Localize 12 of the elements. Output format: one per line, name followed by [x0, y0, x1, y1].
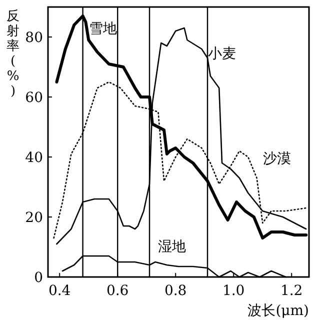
x-tick-label: 0.6	[106, 283, 129, 299]
x-axis-title: 波长(μm)	[248, 303, 309, 319]
y-tick-label: 40	[25, 150, 43, 166]
y-tick-label: 20	[25, 210, 43, 226]
y-tick-label: 80	[25, 30, 43, 46]
x-tick-label: 0.8	[164, 283, 187, 299]
y-tick-label: 60	[25, 90, 43, 106]
y-tick-label: 0	[34, 270, 43, 286]
x-tick-label: 1.0	[222, 283, 245, 299]
x-tick-label: 1.2	[280, 283, 303, 299]
x-tick-label: 0.4	[48, 283, 71, 299]
y-axis-title: 反射率(%)	[6, 9, 20, 99]
